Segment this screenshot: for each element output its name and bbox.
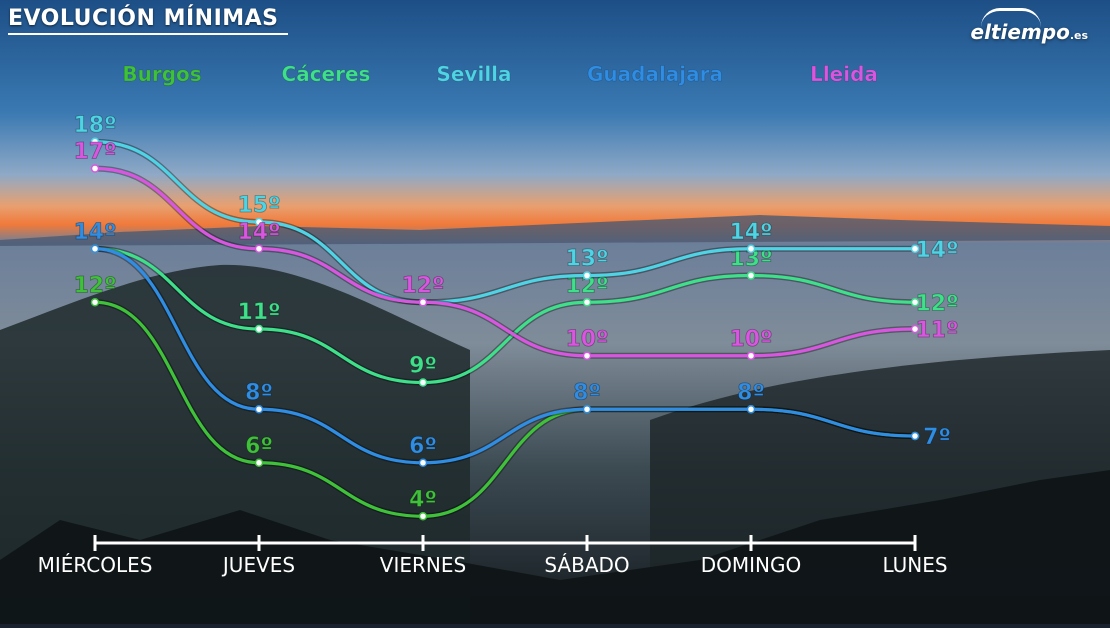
point-sevilla-0 — [90, 137, 100, 146]
data-label-lleida-0: 17º — [73, 140, 116, 165]
point-sevilla-1 — [254, 217, 264, 227]
data-label-lleida-3: 10º — [565, 327, 608, 352]
point-caceres-5 — [910, 298, 920, 307]
point-guadalajara-5 — [910, 431, 920, 441]
legend-guadalajara: Guadalajara — [587, 62, 723, 86]
point-guadalajara-4 — [746, 405, 756, 414]
series-line-guadalajara — [94, 247, 916, 465]
data-label-sevilla-4: 14º — [729, 220, 772, 245]
x-tick-label-miercoles: MIÉRCOLES — [38, 553, 153, 577]
x-axis: MIÉRCOLES JUEVES VIERNES SÁBADO DOMINGO LUNES — [38, 535, 948, 577]
point-burgos-2 — [418, 512, 428, 521]
legend-caceres: Cáceres — [282, 62, 371, 86]
logo-suffix: .es — [1069, 29, 1088, 42]
series-lines: 12º6º4º11º9º12º13º12º18º15º13º14º14º14º8… — [73, 112, 959, 521]
data-label-guadalajara-4: 8º — [737, 380, 765, 405]
point-sevilla-4 — [746, 244, 756, 253]
data-label-burgos-2: 4º — [409, 487, 437, 512]
data-label-caceres-1: 11º — [237, 300, 280, 325]
point-burgos-0 — [90, 298, 100, 307]
legend: Burgos Cáceres Sevilla Guadalajara Lleida — [122, 62, 878, 87]
chart-title: EVOLUCIÓN MÍNIMAS — [8, 6, 279, 31]
title-underline — [8, 33, 288, 35]
x-tick-label-lunes: LUNES — [882, 553, 947, 577]
data-label-sevilla-1: 15º — [237, 193, 280, 218]
data-label-lleida-2: 12º — [401, 273, 444, 298]
series-lleida: 17º 14º 12º 10º 10º 11º — [73, 139, 959, 360]
data-label-guadalajara-3: 8º — [573, 380, 601, 405]
point-guadalajara-1 — [254, 405, 264, 414]
point-guadalajara-0 — [90, 244, 100, 253]
point-caceres-4 — [746, 271, 756, 280]
series-sevilla: 18º 15º 13º 14º 14º — [73, 112, 959, 307]
data-label-burgos-1: 6º — [245, 434, 273, 459]
point-sevilla-5 — [910, 244, 920, 253]
data-label-caceres-2: 9º — [409, 354, 437, 379]
point-lleida-2 — [418, 298, 428, 307]
x-tick-label-domingo: DOMINGO — [701, 553, 802, 577]
point-sevilla-3 — [582, 271, 592, 280]
legend-sevilla: Sevilla — [436, 62, 511, 86]
data-label-sevilla-5: 14º — [915, 238, 958, 263]
data-label-burgos-0: 12º — [73, 273, 116, 298]
series-line-lleida — [94, 166, 916, 358]
data-label-guadalajara-2: 6º — [409, 434, 437, 459]
background-hill-left — [0, 264, 470, 624]
data-label-guadalajara-5: 7º — [923, 425, 951, 450]
data-label-caceres-5: 12º — [915, 291, 958, 316]
data-label-lleida-1: 14º — [237, 220, 280, 245]
point-lleida-3 — [582, 351, 592, 360]
x-tick-label-sabado: SÁBADO — [544, 553, 629, 577]
point-caceres-3 — [582, 298, 592, 307]
data-label-sevilla-3: 13º — [565, 247, 608, 272]
data-label-sevilla-0: 18º — [73, 113, 116, 138]
cloud-icon — [980, 8, 1041, 27]
point-lleida-4 — [746, 351, 756, 360]
series-guadalajara: 14º 8º 6º 8º 8º 7º — [73, 219, 951, 467]
data-label-guadalajara-0: 14º — [73, 220, 116, 245]
point-lleida-1 — [254, 244, 264, 253]
background-forest — [0, 470, 1110, 624]
point-lleida-5 — [910, 324, 920, 334]
point-guadalajara-3 — [582, 405, 592, 414]
title-block: EVOLUCIÓN MÍNIMAS — [8, 6, 288, 35]
data-label-lleida-4: 10º — [729, 327, 772, 352]
point-lleida-0 — [90, 164, 100, 173]
x-tick-label-viernes: VIERNES — [380, 553, 466, 577]
data-label-lleida-5: 11º — [915, 318, 958, 343]
legend-lleida: Lleida — [810, 62, 878, 86]
series-caceres: 11º 9º 12º 13º 12º — [90, 244, 959, 387]
background-mountains — [0, 215, 1110, 246]
legend-burgos: Burgos — [122, 62, 201, 86]
point-guadalajara-2 — [418, 458, 428, 467]
point-caceres-1 — [254, 324, 264, 334]
x-tick-label-jueves: JUEVES — [221, 553, 295, 577]
series-line-caceres — [94, 247, 916, 385]
eltiempo-logo: eltiempo.es — [971, 8, 1088, 44]
data-label-guadalajara-1: 8º — [245, 380, 273, 405]
point-caceres-2 — [418, 378, 428, 387]
point-burgos-1 — [254, 458, 264, 467]
